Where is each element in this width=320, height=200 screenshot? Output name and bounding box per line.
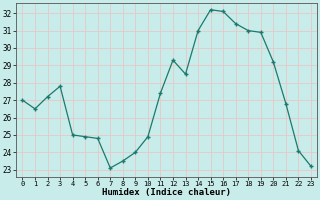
X-axis label: Humidex (Indice chaleur): Humidex (Indice chaleur)	[102, 188, 231, 197]
